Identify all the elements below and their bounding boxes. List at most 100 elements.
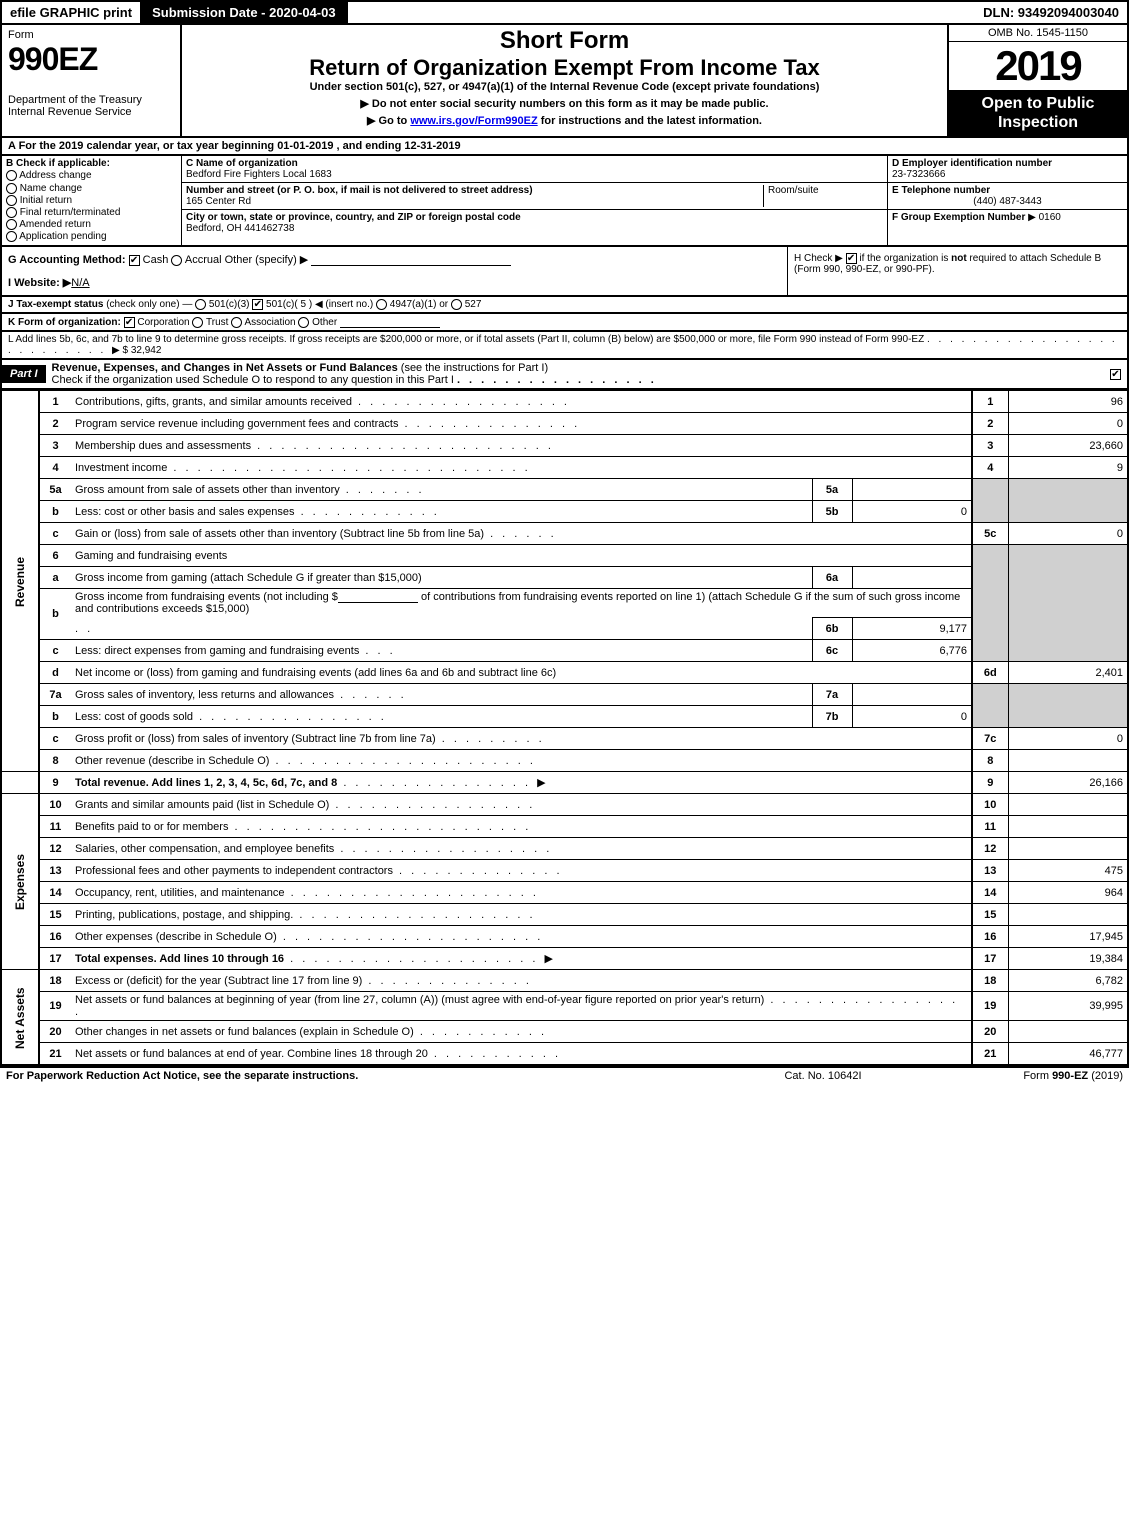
room-label: Room/suite [768, 185, 819, 196]
chk-corp[interactable] [124, 317, 135, 328]
d-ein-label: D Employer identification number [892, 158, 1052, 169]
chk-schedule-o[interactable] [1110, 369, 1121, 380]
form-label: Form [8, 29, 174, 41]
chk-assoc[interactable] [231, 317, 242, 328]
group-value: ▶ 0160 [1028, 212, 1061, 223]
line13-val: 475 [1008, 860, 1128, 882]
line5a-subval [852, 479, 972, 501]
c-addr-label: Number and street (or P. O. box, if mail… [186, 185, 533, 196]
main-title: Return of Organization Exempt From Incom… [188, 55, 941, 81]
chk-527[interactable] [451, 299, 462, 310]
footer-mid: Cat. No. 10642I [723, 1070, 923, 1082]
6b-contrib-input[interactable] [338, 591, 418, 603]
short-form-title: Short Form [188, 27, 941, 55]
line-l: L Add lines 5b, 6c, and 7b to line 9 to … [0, 332, 1129, 360]
subtitle: Under section 501(c), 527, or 4947(a)(1)… [188, 81, 941, 93]
chk-other-org[interactable] [298, 317, 309, 328]
tel-value: (440) 487-3443 [892, 196, 1123, 207]
dept-label: Department of the Treasury [8, 94, 174, 106]
line9-val: 26,166 [1008, 772, 1128, 794]
e-tel-label: E Telephone number [892, 185, 990, 196]
part1-table: Revenue 1 Contributions, gifts, grants, … [0, 390, 1129, 1066]
chk-501c3[interactable] [195, 299, 206, 310]
chk-amended[interactable] [6, 219, 17, 230]
footer-right: Form 990-EZ (2019) [923, 1070, 1123, 1082]
line2-val: 0 [1008, 413, 1128, 435]
other-org-input[interactable] [340, 316, 440, 328]
c-city-label: City or town, state or province, country… [186, 212, 521, 223]
chk-initial-return[interactable] [6, 195, 17, 206]
efile-label[interactable]: efile GRAPHIC print [2, 2, 140, 23]
col-b: B Check if applicable: Address change Na… [2, 156, 182, 245]
other-specify-input[interactable] [311, 254, 511, 266]
line18-val: 6,782 [1008, 970, 1128, 992]
line-a: A For the 2019 calendar year, or tax yea… [0, 138, 1129, 156]
chk-cash[interactable] [129, 255, 140, 266]
line14-val: 964 [1008, 882, 1128, 904]
note-link: ▶ Go to www.irs.gov/Form990EZ for instru… [188, 114, 941, 127]
line8-val [1008, 750, 1128, 772]
line6c-subval: 6,776 [852, 640, 972, 662]
footer-left: For Paperwork Reduction Act Notice, see … [6, 1070, 723, 1082]
i-label: I Website: ▶ [8, 277, 71, 289]
col-def: D Employer identification number 23-7323… [887, 156, 1127, 245]
line15-val [1008, 904, 1128, 926]
top-bar: efile GRAPHIC print Submission Date - 20… [0, 0, 1129, 25]
b-label: B Check if applicable: [6, 158, 177, 169]
chk-schedule-b[interactable] [846, 253, 857, 264]
chk-accrual[interactable] [171, 255, 182, 266]
line7a-subval [852, 684, 972, 706]
chk-name-change[interactable] [6, 183, 17, 194]
line10-val [1008, 794, 1128, 816]
part1-header: Part I Revenue, Expenses, and Changes in… [0, 360, 1129, 390]
gross-receipts: ▶ $ 32,942 [112, 345, 161, 356]
line21-val: 46,777 [1008, 1043, 1128, 1065]
section-bcdef: B Check if applicable: Address change Na… [0, 156, 1129, 247]
line1-val: 96 [1008, 391, 1128, 413]
side-revenue: Revenue [1, 391, 39, 772]
part1-label: Part I [2, 365, 46, 383]
line17-val: 19,384 [1008, 948, 1128, 970]
form-number: 990EZ [8, 41, 174, 78]
chk-pending[interactable] [6, 231, 17, 242]
line20-val [1008, 1021, 1128, 1043]
c-name-label: C Name of organization [186, 158, 298, 169]
line11-val [1008, 816, 1128, 838]
dln-label: DLN: 93492094003040 [975, 2, 1127, 23]
chk-final-return[interactable] [6, 207, 17, 218]
line7c-val: 0 [1008, 728, 1128, 750]
line6a-subval [852, 567, 972, 589]
form-header: Form 990EZ Department of the Treasury In… [0, 25, 1129, 138]
tax-year: 2019 [949, 42, 1127, 90]
org-city: Bedford, OH 441462738 [186, 223, 294, 234]
irs-link[interactable]: www.irs.gov/Form990EZ [410, 115, 537, 127]
side-expenses: Expenses [1, 794, 39, 970]
submission-date: Submission Date - 2020-04-03 [140, 2, 348, 23]
irs-label: Internal Revenue Service [8, 106, 174, 118]
line-k: K Form of organization: Corporation Trus… [0, 314, 1129, 332]
chk-address-change[interactable] [6, 170, 17, 181]
ein-value: 23-7323666 [892, 169, 945, 180]
open-inspection: Open to Public Inspection [949, 90, 1127, 136]
line16-val: 17,945 [1008, 926, 1128, 948]
chk-4947[interactable] [376, 299, 387, 310]
line12-val [1008, 838, 1128, 860]
col-c: C Name of organization Bedford Fire Figh… [182, 156, 887, 245]
line3-val: 23,660 [1008, 435, 1128, 457]
chk-trust[interactable] [192, 317, 203, 328]
omb-number: OMB No. 1545-1150 [949, 25, 1127, 42]
section-gh: G Accounting Method: Cash Accrual Other … [0, 247, 1129, 297]
line5c-val: 0 [1008, 523, 1128, 545]
side-net: Net Assets [1, 970, 39, 1065]
line19-val: 39,995 [1008, 992, 1128, 1021]
g-label: G Accounting Method: [8, 254, 126, 266]
website-value: N/A [71, 277, 89, 289]
header-right: OMB No. 1545-1150 2019 Open to Public In… [947, 25, 1127, 136]
chk-501c[interactable] [252, 299, 263, 310]
line-j: J Tax-exempt status (check only one) — 5… [0, 297, 1129, 314]
line7b-subval: 0 [852, 706, 972, 728]
header-middle: Short Form Return of Organization Exempt… [182, 25, 947, 136]
org-name: Bedford Fire Fighters Local 1683 [186, 169, 332, 180]
line5b-subval: 0 [852, 501, 972, 523]
footer: For Paperwork Reduction Act Notice, see … [0, 1066, 1129, 1084]
